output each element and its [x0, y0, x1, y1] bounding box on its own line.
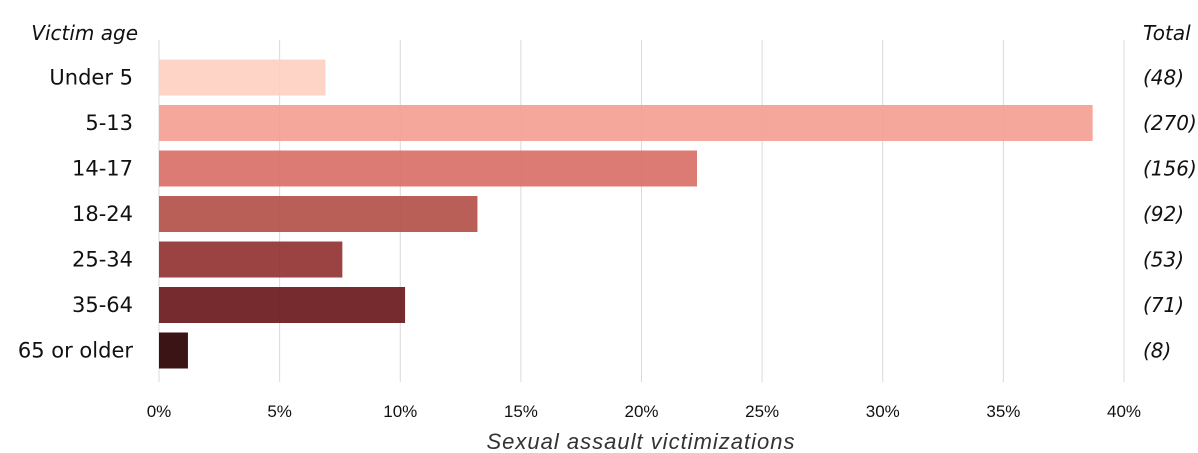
- total-labels: (48) (270) (156) (92) (53) (71) (8): [1143, 66, 1197, 363]
- x-tick-label: 15%: [504, 402, 538, 421]
- bars: [159, 59, 1093, 369]
- x-tick-label: 0%: [147, 402, 172, 421]
- category-label: 14-17: [72, 157, 133, 181]
- x-axis-ticks: 0% 5% 10% 15% 20% 25% 30% 35% 40%: [147, 402, 1141, 421]
- total-label: (270): [1143, 111, 1197, 135]
- category-labels: Under 5 5-13 14-17 18-24 25-34 35-64 65 or old…: [18, 66, 133, 363]
- total-label: (92): [1143, 202, 1184, 226]
- total-label: (71): [1143, 293, 1184, 317]
- bar: [159, 196, 478, 232]
- x-tick-label: 25%: [745, 402, 779, 421]
- total-header: Total: [1143, 21, 1191, 45]
- category-header: Victim age: [31, 21, 138, 45]
- x-tick-label: 35%: [986, 402, 1020, 421]
- category-label: 25-34: [72, 248, 133, 272]
- bar: [159, 287, 406, 323]
- x-tick-label: 40%: [1107, 402, 1141, 421]
- gridlines: [158, 40, 1125, 382]
- category-label: 65 or older: [18, 339, 133, 363]
- category-label: Under 5: [49, 66, 133, 90]
- bar: [159, 241, 343, 278]
- x-tick-label: 30%: [866, 402, 900, 421]
- x-axis-title: Sexual assault victimizations: [486, 429, 795, 453]
- bar: [159, 59, 326, 96]
- bar: [159, 332, 188, 369]
- category-label: 18-24: [72, 202, 133, 226]
- bar: [159, 150, 697, 187]
- x-tick-label: 10%: [383, 402, 417, 421]
- total-label: (53): [1143, 248, 1184, 272]
- category-label: 5-13: [85, 111, 133, 135]
- total-label: (48): [1143, 66, 1184, 90]
- bar: [159, 105, 1093, 141]
- total-label: (8): [1143, 339, 1171, 363]
- x-tick-label: 5%: [267, 402, 292, 421]
- total-label: (156): [1143, 157, 1197, 181]
- x-tick-label: 20%: [624, 402, 658, 421]
- category-label: 35-64: [72, 293, 133, 317]
